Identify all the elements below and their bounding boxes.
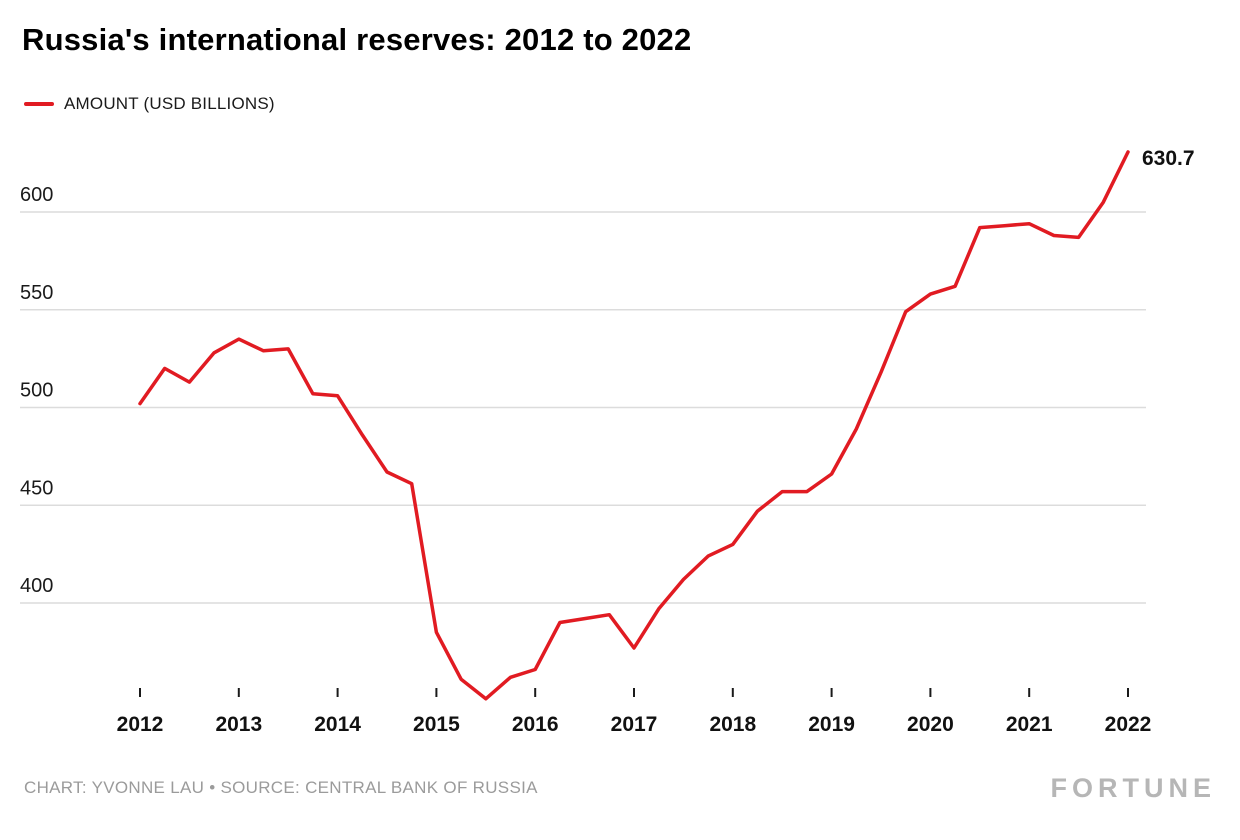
- chart-title: Russia's international reserves: 2012 to…: [22, 22, 692, 57]
- y-axis-label: 400: [20, 575, 53, 597]
- x-axis-label: 2013: [215, 713, 262, 736]
- x-axis-label: 2014: [314, 713, 361, 736]
- x-axis-label: 2015: [413, 713, 460, 736]
- x-axis-label: 2020: [907, 713, 954, 736]
- y-axis-label: 500: [20, 380, 53, 402]
- credit-line: CHART: YVONNE LAU • SOURCE: CENTRAL BANK…: [24, 778, 538, 797]
- x-axis-label: 2012: [117, 713, 164, 736]
- y-axis-label: 450: [20, 477, 53, 499]
- legend-label: AMOUNT (USD BILLIONS): [64, 94, 275, 113]
- series-end-value-label: 630.7: [1142, 147, 1195, 170]
- x-axis-label: 2019: [808, 713, 855, 736]
- x-axis-label: 2017: [611, 713, 658, 736]
- x-axis-label: 2022: [1105, 713, 1152, 736]
- x-axis-label: 2018: [709, 713, 756, 736]
- legend-line-swatch: [24, 102, 54, 106]
- x-axis-label: 2016: [512, 713, 559, 736]
- y-axis-label: 600: [20, 184, 53, 206]
- line-series: [138, 150, 1130, 701]
- x-axis-label: 2021: [1006, 713, 1053, 736]
- chart-footer: CHART: YVONNE LAU • SOURCE: CENTRAL BANK…: [24, 768, 1216, 808]
- y-axis-label: 550: [20, 282, 53, 304]
- legend: AMOUNT (USD BILLIONS): [24, 94, 275, 114]
- fortune-logo: FORTUNE: [1050, 772, 1216, 803]
